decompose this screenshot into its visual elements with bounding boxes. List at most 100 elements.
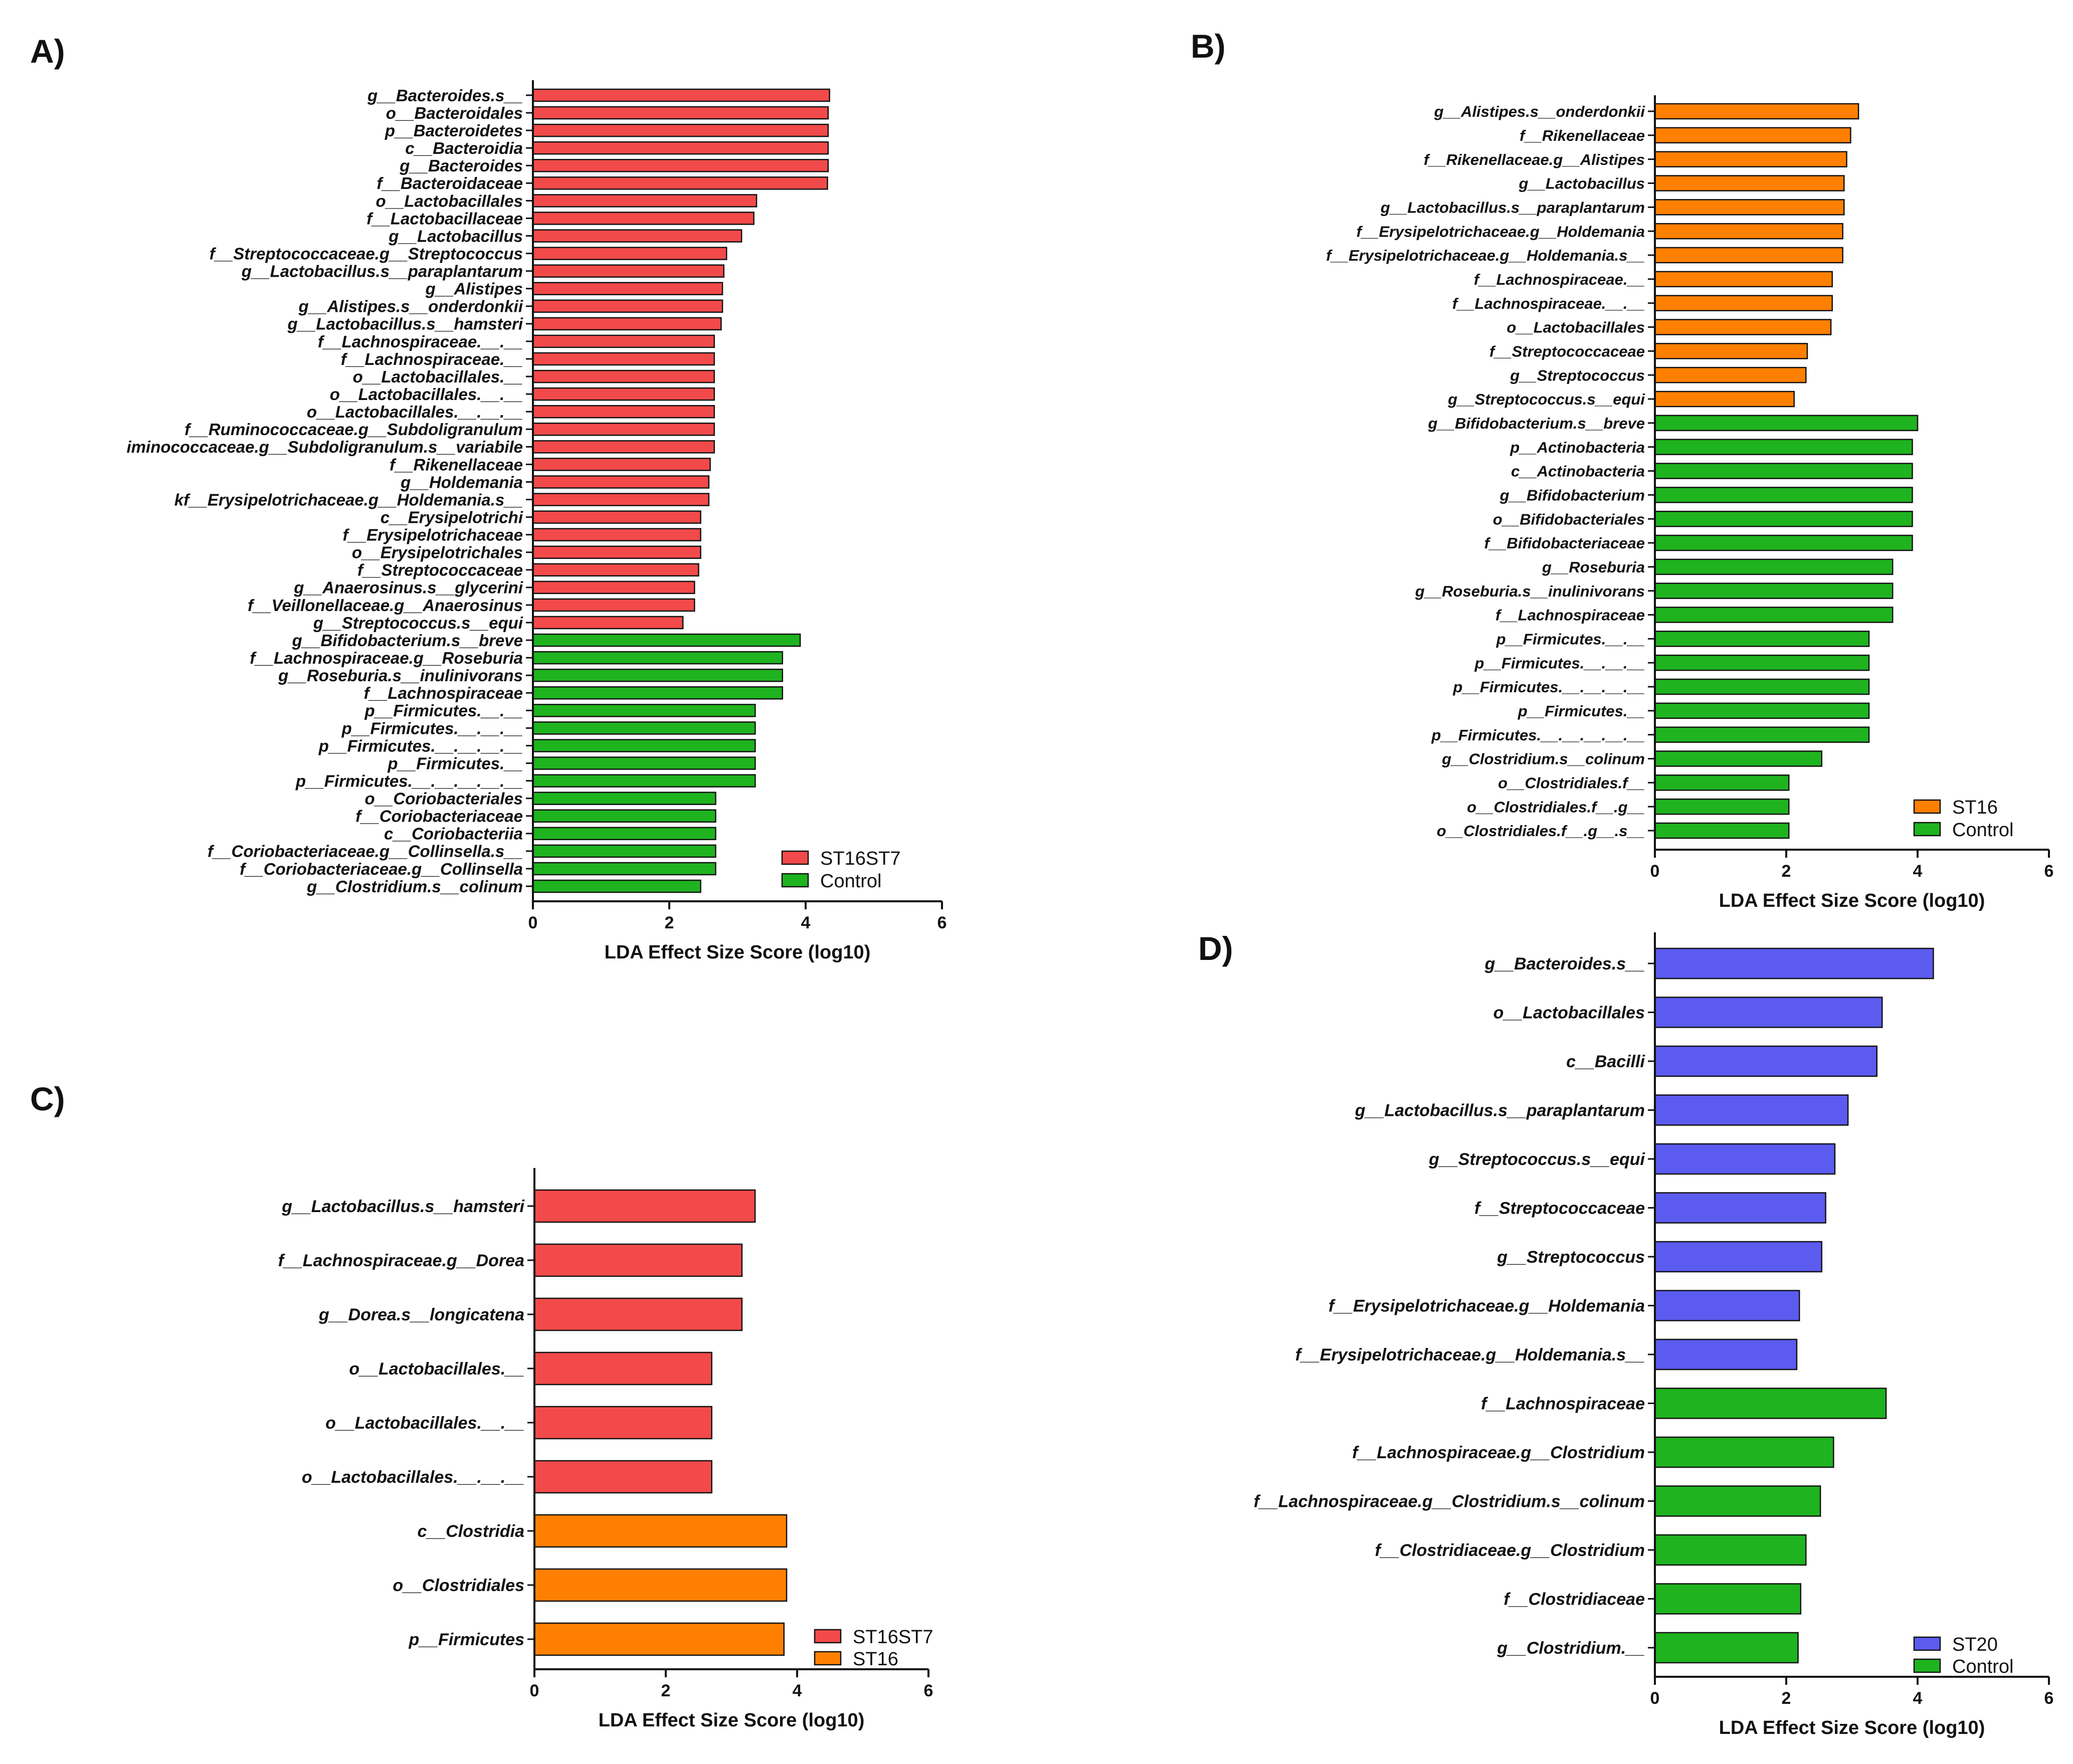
bar: [1654, 127, 1851, 144]
category-label: f__Coriobacteriaceae.g__Collinsella: [240, 860, 523, 878]
bar: [532, 317, 722, 331]
legend-label: ST16: [1952, 797, 1998, 818]
category-label: g__Bacteroides: [399, 156, 523, 175]
legend-swatch: [814, 1629, 842, 1644]
category-label: f__Lachnospiraceae.g__Dorea: [278, 1251, 524, 1270]
bar: [532, 387, 715, 401]
bar: [1654, 390, 1795, 408]
bar: [1654, 343, 1808, 359]
bar: [1654, 702, 1870, 719]
bar: [1654, 726, 1870, 743]
bar: [532, 194, 758, 208]
bar: [532, 405, 715, 419]
category-label: p__Firmicutes.__.__: [1496, 630, 1645, 648]
bar: [532, 563, 699, 577]
category-label: g__Streptococcus.s__equi: [313, 614, 523, 632]
legend-label: ST16ST7: [820, 848, 901, 869]
x-tick-label: 2: [661, 1681, 671, 1700]
bar: [1654, 439, 1913, 455]
category-label: f__Lachnospiraceae: [364, 684, 523, 702]
x-tick-label: 4: [1913, 862, 1923, 881]
bar: [532, 264, 725, 278]
bar: [532, 792, 716, 805]
category-label: f__Coriobacteriaceae.g__Collinsella.s__: [208, 842, 523, 861]
category-label: f__Rikenellaceae: [390, 455, 523, 474]
category-label: o__Clostridiales.f__.g__.s__: [1437, 822, 1645, 840]
category-label: f__Lachnospiraceae.g__Clostridium.s__col…: [1254, 1492, 1645, 1511]
category-label: g__Anaerosinus.s__glycerini: [293, 578, 523, 597]
bar: [532, 668, 784, 682]
category-label: g__Holdemania: [400, 473, 523, 491]
category-label: p__Firmicutes.__.__: [364, 701, 523, 720]
bar: [532, 423, 715, 436]
bar: [1654, 295, 1833, 311]
category-label: c__Coriobacteriia: [384, 825, 523, 843]
category-label: g__Streptococcus.s__equi: [1428, 1150, 1645, 1169]
bar: [532, 651, 784, 665]
category-label: p__Firmicutes.__.__.__: [1474, 654, 1645, 672]
bar: [532, 334, 715, 348]
bar: [1654, 1094, 1849, 1126]
category-label: g__Clostridium.__: [1496, 1639, 1645, 1658]
category-label: f__Coriobacteriaceae: [355, 807, 523, 826]
category-label: f__Erysipelotrichaceae.g__Holdemania.s__: [1295, 1345, 1645, 1364]
bar: [533, 1622, 785, 1656]
x-tick-label: 0: [1650, 1689, 1660, 1708]
category-label: g__Roseburia.s__inulinivorans: [278, 666, 523, 685]
category-label: p__Firmicutes: [408, 1630, 524, 1649]
x-axis-label: LDA Effect Size Score (log10): [605, 942, 871, 963]
bar: [1654, 1388, 1887, 1419]
bar: [532, 229, 742, 243]
x-tick-label: 0: [530, 1681, 539, 1700]
bar: [532, 704, 756, 717]
category-label: o__Lactobacillales: [1506, 319, 1645, 336]
bar: [1654, 822, 1790, 839]
legend-label: Control: [1952, 1656, 2014, 1677]
bar: [533, 1406, 712, 1440]
bar: [533, 1460, 712, 1494]
category-label: g__Lactobacillus.s__paraplantarum: [241, 262, 523, 281]
category-label: f__Lachnospiraceae.__.__: [318, 332, 523, 351]
category-label: f__Erysipelotrichaceae.g__Holdemania.s__: [1326, 247, 1645, 264]
category-label: o__Lactobacillales.__: [349, 1359, 524, 1379]
category-label: g__Lactobacillus: [1518, 175, 1645, 192]
category-label: iminococcaceae.g__Subdoligranulum.s__var…: [127, 438, 523, 456]
bar: [1654, 1192, 1826, 1224]
bar: [1654, 774, 1790, 791]
bar: [532, 616, 684, 630]
bar: [1654, 271, 1833, 288]
category-label: f__Streptococcaceae: [1489, 342, 1645, 360]
bar: [1654, 199, 1845, 216]
bar: [532, 756, 756, 770]
bar: [1654, 654, 1870, 671]
category-label: f__Streptococcaceae: [1474, 1199, 1645, 1218]
category-label: f__Lachnospiraceae.__: [341, 350, 523, 368]
x-tick-label: 2: [1782, 862, 1791, 881]
x-axis-label: LDA Effect Size Score (log10): [1719, 1717, 1985, 1738]
category-label: g__Lactobacillus.s__hamsteri: [281, 1197, 525, 1216]
x-tick-label: 6: [924, 1681, 933, 1700]
bar: [532, 88, 830, 102]
category-label: f__Bacteroidaceae: [376, 174, 523, 192]
category-label: f__Erysipelotrichaceae: [342, 526, 523, 544]
bar: [1654, 1338, 1798, 1370]
category-label: o__Clostridiales.f__: [1498, 774, 1645, 792]
x-tick-label: 6: [937, 913, 947, 932]
x-tick-label: 4: [801, 913, 811, 932]
bar: [1654, 1290, 1800, 1321]
category-label: f__Rikenellaceae: [1520, 127, 1645, 144]
legend-swatch: [1913, 1636, 1941, 1651]
category-label: o__Lactobacillales: [1493, 1004, 1645, 1023]
category-label: p__Firmicutes.__.__.__.__: [318, 736, 523, 755]
x-tick-label: 0: [528, 913, 538, 932]
bar: [1654, 175, 1845, 191]
bar: [532, 493, 710, 506]
category-label: f__Lactobacillaceae: [366, 209, 523, 228]
category-label: g__Bifidobacterium.s__breve: [292, 631, 523, 650]
bar: [1654, 607, 1894, 623]
bar: [532, 545, 701, 559]
bar: [532, 598, 695, 612]
category-label: p__Firmicutes.__.__.__.__: [1452, 678, 1645, 696]
bar: [532, 282, 723, 295]
legend-swatch: [781, 850, 809, 865]
